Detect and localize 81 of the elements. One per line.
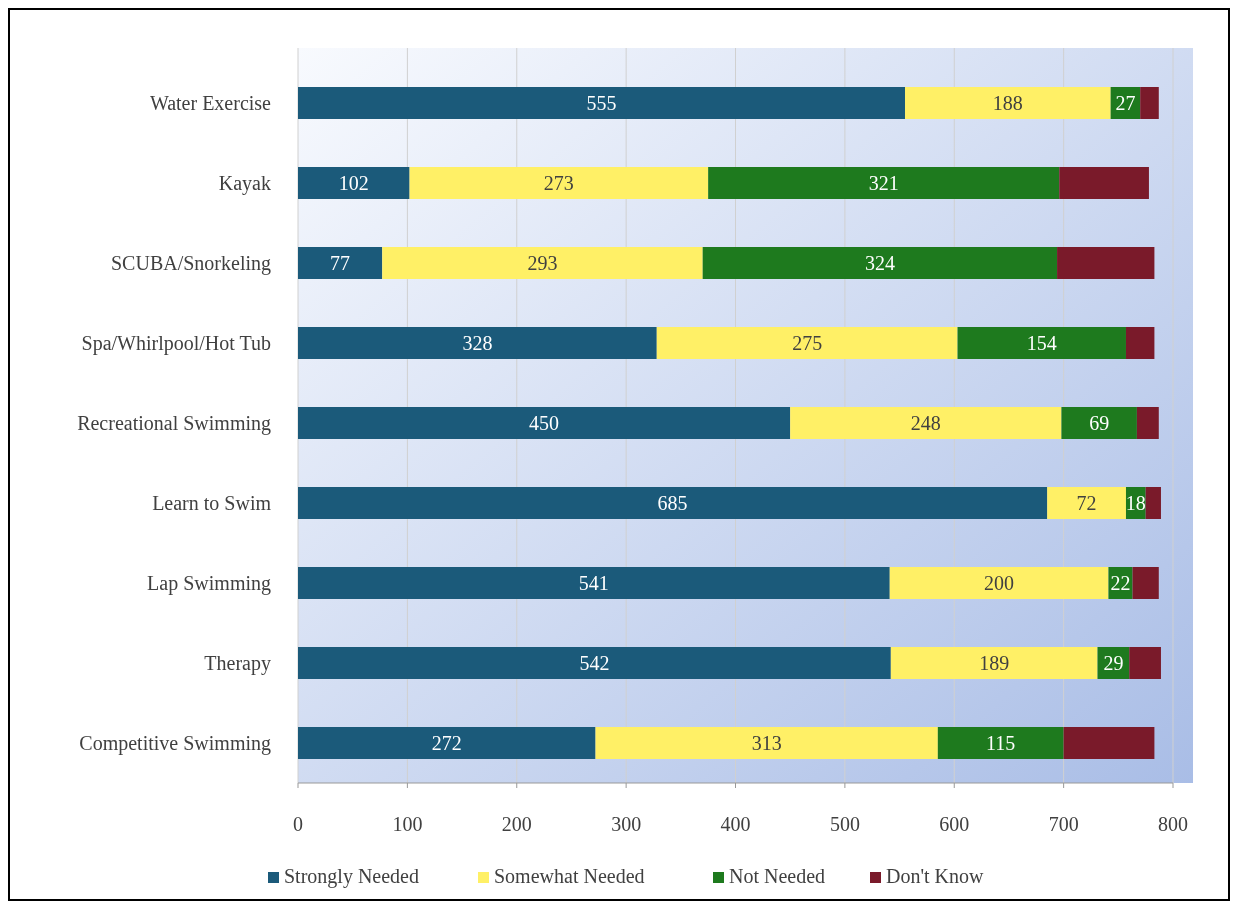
data-label: 102 <box>338 172 369 194</box>
data-label: 324 <box>864 252 895 274</box>
data-label: 450 <box>529 412 560 434</box>
bar <box>1061 407 1137 439</box>
y-tick-label: Recreational Swimming <box>77 412 271 435</box>
y-tick-label: Therapy <box>204 652 271 675</box>
bar <box>890 647 1098 679</box>
bar <box>790 407 1062 439</box>
bar <box>1125 327 1155 359</box>
y-tick-label: Water Exercise <box>149 92 272 114</box>
data-label: 18 <box>1125 492 1146 514</box>
data-label: 115 <box>986 732 1016 754</box>
bar <box>298 87 906 119</box>
y-tick-label: Competitive Swimming <box>79 732 271 755</box>
x-tick-label: 500 <box>829 813 860 835</box>
data-label: 293 <box>527 252 558 274</box>
data-label: 29 <box>1103 652 1124 674</box>
data-label: 272 <box>431 732 462 754</box>
bar <box>708 167 1060 199</box>
data-label: 541 <box>578 572 609 594</box>
data-label: 328 <box>462 332 493 354</box>
x-tick-label: 200 <box>501 813 532 835</box>
bar <box>702 247 1058 279</box>
legend-label: Not Needed <box>729 865 826 887</box>
bar <box>1047 487 1126 519</box>
data-label: 188 <box>992 92 1023 114</box>
bar <box>889 567 1109 599</box>
bar <box>298 167 410 199</box>
bar <box>1136 407 1159 439</box>
data-label: 69 <box>1089 412 1110 434</box>
bar <box>298 407 791 439</box>
bar <box>298 647 891 679</box>
y-tick-label: Kayak <box>218 172 271 195</box>
y-tick-label: SCUBA/Snorkeling <box>110 252 271 275</box>
bar <box>1145 487 1161 519</box>
x-tick-label: 300 <box>611 813 642 835</box>
data-label: 273 <box>543 172 574 194</box>
data-label: 154 <box>1026 332 1057 354</box>
bar <box>409 167 709 199</box>
bar <box>656 327 958 359</box>
bar <box>298 247 383 279</box>
data-label: 189 <box>979 652 1010 674</box>
data-label: 313 <box>751 732 782 754</box>
bar <box>937 727 1064 759</box>
bar <box>1129 647 1161 679</box>
bar <box>298 327 657 359</box>
data-label: 542 <box>579 652 610 674</box>
data-label: 555 <box>586 92 617 114</box>
x-tick-label: 700 <box>1048 813 1079 835</box>
data-label: 321 <box>868 172 899 194</box>
x-tick-label: 800 <box>1158 813 1188 835</box>
bar <box>298 727 596 759</box>
x-tick-label: 400 <box>720 813 751 835</box>
data-label: 72 <box>1076 492 1097 514</box>
data-label: 275 <box>792 332 823 354</box>
x-tick-label: 100 <box>392 813 423 835</box>
bar <box>1059 167 1149 199</box>
bar <box>1140 87 1159 119</box>
legend-label: Strongly Needed <box>284 865 419 888</box>
bar <box>1057 247 1155 279</box>
data-label: 27 <box>1115 92 1136 114</box>
legend-label: Don't Know <box>886 865 985 887</box>
x-tick-label: 600 <box>939 813 970 835</box>
legend-label: Somewhat Needed <box>494 865 645 887</box>
y-tick-label: Lap Swimming <box>147 572 271 595</box>
y-tick-label: Learn to Swim <box>152 492 272 514</box>
data-label: 248 <box>910 412 941 434</box>
bar <box>298 487 1048 519</box>
bar <box>298 567 890 599</box>
x-tick-label: 0 <box>293 813 303 835</box>
data-label: 77 <box>330 252 351 274</box>
data-label: 685 <box>657 492 688 514</box>
bar <box>595 727 938 759</box>
bar <box>957 327 1126 359</box>
bar <box>905 87 1111 119</box>
data-label: 22 <box>1110 572 1131 594</box>
y-tick-label: Spa/Whirlpool/Hot Tub <box>81 332 271 355</box>
bar <box>382 247 703 279</box>
bar <box>1063 727 1155 759</box>
data-label: 200 <box>984 572 1015 594</box>
bar <box>1132 567 1159 599</box>
